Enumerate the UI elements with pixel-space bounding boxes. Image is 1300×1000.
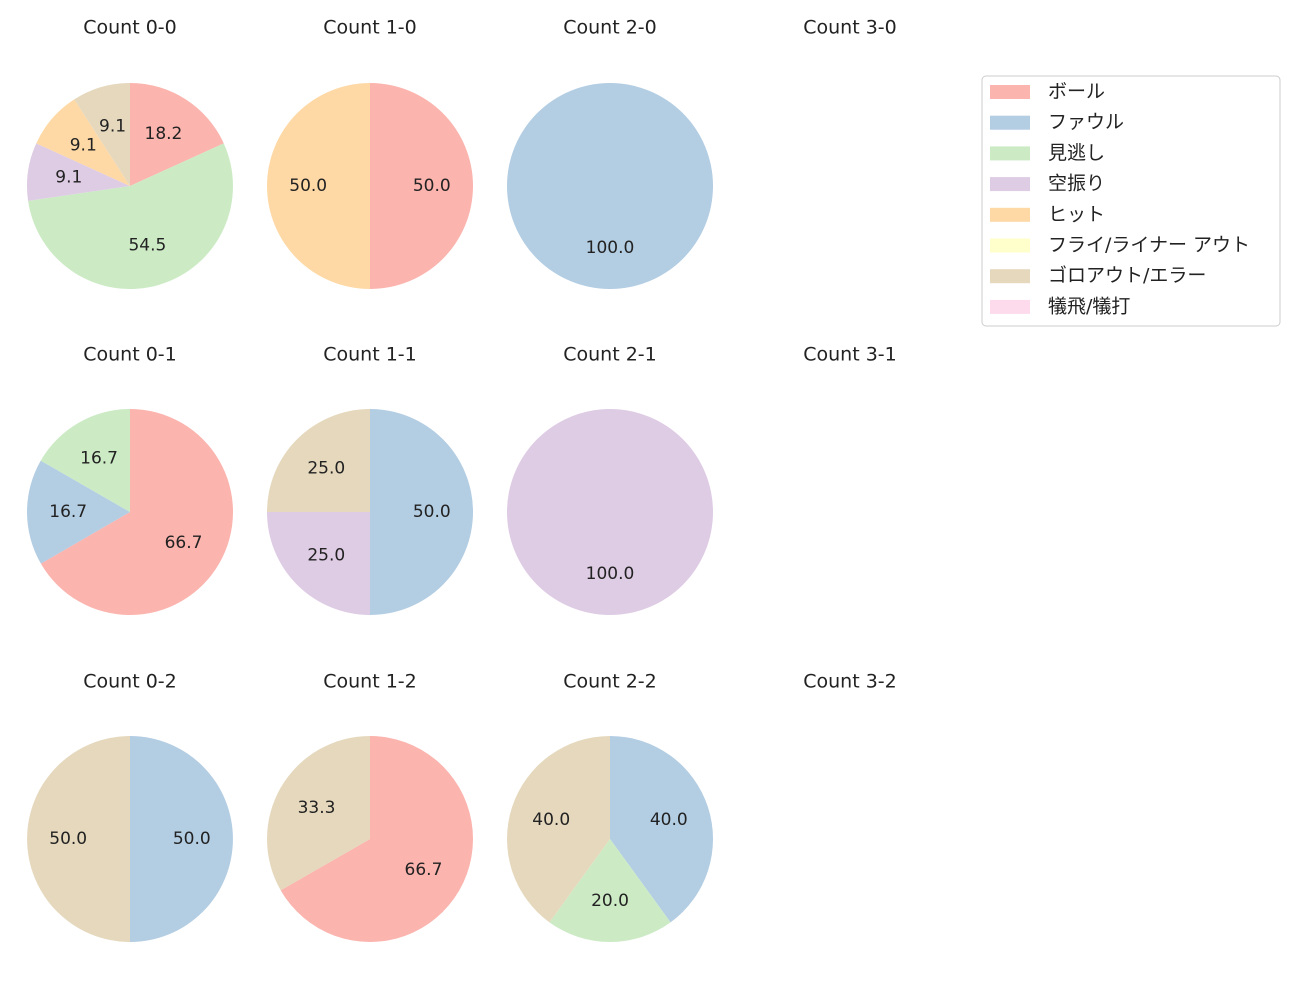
- pie-slice: [130, 83, 224, 186]
- pie-slice: [74, 83, 130, 186]
- slice-label: 50.0: [173, 829, 211, 849]
- slice-label: 16.7: [80, 448, 118, 468]
- legend-label: フライ/ライナー アウト: [1048, 234, 1250, 256]
- slice-label: 66.7: [405, 860, 443, 880]
- slice-label: 100.0: [586, 238, 635, 258]
- chart-title: Count 0-2: [83, 671, 177, 693]
- pie-slice: [280, 736, 473, 942]
- slice-label: 9.1: [99, 117, 126, 137]
- pie-slice: [267, 409, 370, 512]
- legend-label: ゴロアウト/エラー: [1048, 265, 1206, 287]
- pie-slice: [370, 83, 473, 289]
- legend-box: [981, 75, 1281, 327]
- chart-title: Count 3-2: [803, 671, 897, 693]
- slice-label: 50.0: [289, 176, 327, 196]
- pie-slice: [370, 409, 473, 615]
- slice-label: 50.0: [413, 502, 451, 522]
- legend-label: 犠飛/犠打: [1048, 295, 1130, 317]
- pie-slice: [28, 143, 234, 289]
- legend-swatch: [990, 85, 1030, 99]
- pie-slice: [267, 736, 370, 891]
- legend-label: 空振り: [1048, 173, 1105, 195]
- legend-label: 見逃し: [1048, 142, 1105, 164]
- slice-label: 25.0: [307, 458, 345, 478]
- legend-label: ヒット: [1048, 203, 1105, 225]
- slice-label: 50.0: [49, 829, 87, 849]
- pie-slice: [507, 409, 713, 615]
- legend-label: ファウル: [1048, 111, 1124, 133]
- pie-slice: [36, 99, 130, 186]
- pie-slice: [27, 736, 130, 942]
- legend-swatch: [990, 269, 1030, 284]
- chart-title: Count 1-1: [323, 344, 417, 366]
- legend-swatch: [990, 238, 1030, 253]
- slice-label: 54.5: [128, 235, 166, 255]
- chart-title: Count 3-1: [803, 344, 897, 366]
- slice-label: 16.7: [49, 502, 87, 522]
- pie-slice: [26, 460, 130, 564]
- pie-slice: [27, 143, 131, 201]
- pie-slice: [549, 839, 671, 942]
- chart-title: Count 2-0: [563, 17, 657, 39]
- legend-swatch: [990, 207, 1030, 222]
- pie-slice: [130, 736, 233, 942]
- slice-label: 25.0: [307, 546, 345, 566]
- chart-title: Count 0-0: [83, 17, 177, 39]
- chart-title: Count 1-0: [323, 17, 417, 39]
- slice-label: 40.0: [650, 810, 688, 830]
- legend-swatch: [990, 177, 1030, 192]
- slice-label: 40.0: [532, 810, 570, 830]
- slice-label: 66.7: [165, 533, 203, 553]
- legend-label: ボール: [1048, 81, 1105, 103]
- pie-slice: [610, 736, 713, 923]
- pie-slice: [40, 409, 130, 512]
- chart-title: Count 0-1: [83, 344, 177, 366]
- legend-swatch: [990, 146, 1030, 161]
- slice-label: 100.0: [586, 564, 635, 584]
- legend-swatch: [990, 115, 1030, 130]
- slice-label: 50.0: [413, 176, 451, 196]
- slice-label: 33.3: [298, 798, 336, 818]
- pie-slice: [507, 736, 610, 923]
- legend-swatch: [990, 299, 1030, 314]
- pie-slice: [267, 512, 370, 615]
- chart-title: Count 1-2: [323, 671, 417, 693]
- slice-label: 18.2: [145, 124, 183, 144]
- slice-label: 20.0: [591, 891, 629, 911]
- slice-label: 9.1: [70, 136, 97, 156]
- chart-title: Count 3-0: [803, 17, 897, 39]
- slice-label: 9.1: [55, 167, 82, 187]
- pie-slice: [507, 83, 713, 289]
- chart-title: Count 2-2: [563, 671, 657, 693]
- pie-slice: [40, 409, 233, 615]
- pie-slice: [267, 83, 370, 289]
- chart-title: Count 2-1: [563, 344, 657, 366]
